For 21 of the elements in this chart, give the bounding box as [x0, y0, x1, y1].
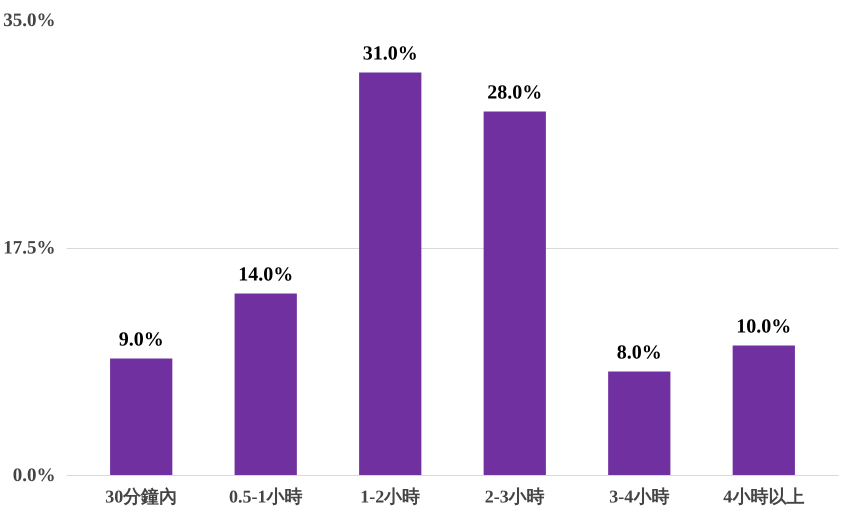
- bar: [110, 358, 172, 476]
- data-label: 28.0%: [487, 82, 542, 104]
- data-label: 10.0%: [736, 316, 792, 338]
- x-tick-label: 30分鐘內: [105, 486, 178, 506]
- bar: [484, 112, 546, 476]
- x-tick-label: 0.5-1小時: [228, 486, 302, 506]
- x-tick-label: 1-2小時: [360, 486, 420, 506]
- y-tick-label: 0.0%: [12, 465, 56, 486]
- y-tick-label: 17.5%: [3, 238, 56, 258]
- y-tick-label: 35.0%: [3, 10, 56, 31]
- data-label: 9.0%: [118, 328, 164, 350]
- x-tick-label: 3-4小時: [609, 486, 670, 506]
- bar: [359, 72, 422, 476]
- data-label: 31.0%: [362, 42, 418, 64]
- data-label: 8.0%: [616, 342, 662, 364]
- bar: [234, 294, 297, 476]
- x-tick-label: 2-3小時: [484, 486, 545, 506]
- bar: [732, 346, 795, 476]
- bar: [608, 372, 670, 476]
- x-tick-label: 4小時以上: [723, 486, 804, 506]
- data-label: 14.0%: [238, 264, 294, 286]
